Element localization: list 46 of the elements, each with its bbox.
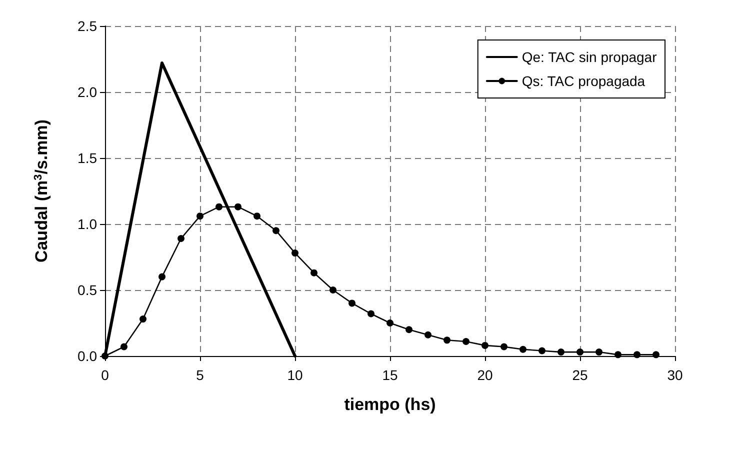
x-tick-label: 5	[196, 367, 204, 383]
y-tick-label: 0.0	[78, 348, 98, 364]
point	[482, 342, 488, 349]
point	[558, 348, 564, 356]
x-axis-title: tiempo (hs)	[344, 395, 436, 414]
point	[652, 351, 660, 358]
point	[216, 203, 222, 210]
y-tick-label: 2.0	[78, 84, 98, 100]
point	[500, 343, 508, 350]
point	[292, 250, 298, 257]
point	[538, 347, 546, 354]
y-tick-label: 0.5	[78, 282, 98, 298]
x-tick-label: 20	[477, 367, 493, 383]
x-tick-label: 10	[287, 367, 303, 383]
point	[196, 212, 204, 220]
point	[406, 326, 412, 334]
point	[272, 227, 280, 234]
x-tick-label: 0	[101, 367, 110, 383]
point	[386, 320, 394, 326]
point	[120, 343, 128, 350]
x-tick-label: 15	[382, 367, 398, 383]
point	[310, 269, 318, 276]
point	[520, 346, 526, 353]
legend-label: Qs: TAC propagada	[522, 73, 646, 89]
point	[444, 336, 450, 344]
point	[234, 203, 242, 210]
point	[330, 286, 336, 294]
y-tick-label: 1.5	[78, 150, 98, 166]
point	[634, 351, 640, 358]
point	[596, 348, 602, 356]
x-tick-label: 25	[572, 367, 588, 383]
y-axis-title: Caudal (m3/s.mm)	[32, 119, 51, 263]
y-tick-label: 1.0	[78, 216, 98, 232]
point	[158, 273, 166, 280]
point	[576, 348, 584, 356]
x-tick-label: 30	[667, 367, 683, 383]
legend-label: Qe: TAC sin propagar	[522, 49, 658, 65]
point	[462, 338, 470, 345]
y-tick-label: 2.5	[78, 18, 98, 34]
point	[424, 331, 432, 338]
point	[614, 351, 622, 358]
point	[178, 235, 184, 242]
point	[254, 212, 260, 220]
point	[348, 300, 356, 307]
point	[368, 310, 374, 318]
point	[140, 316, 146, 323]
